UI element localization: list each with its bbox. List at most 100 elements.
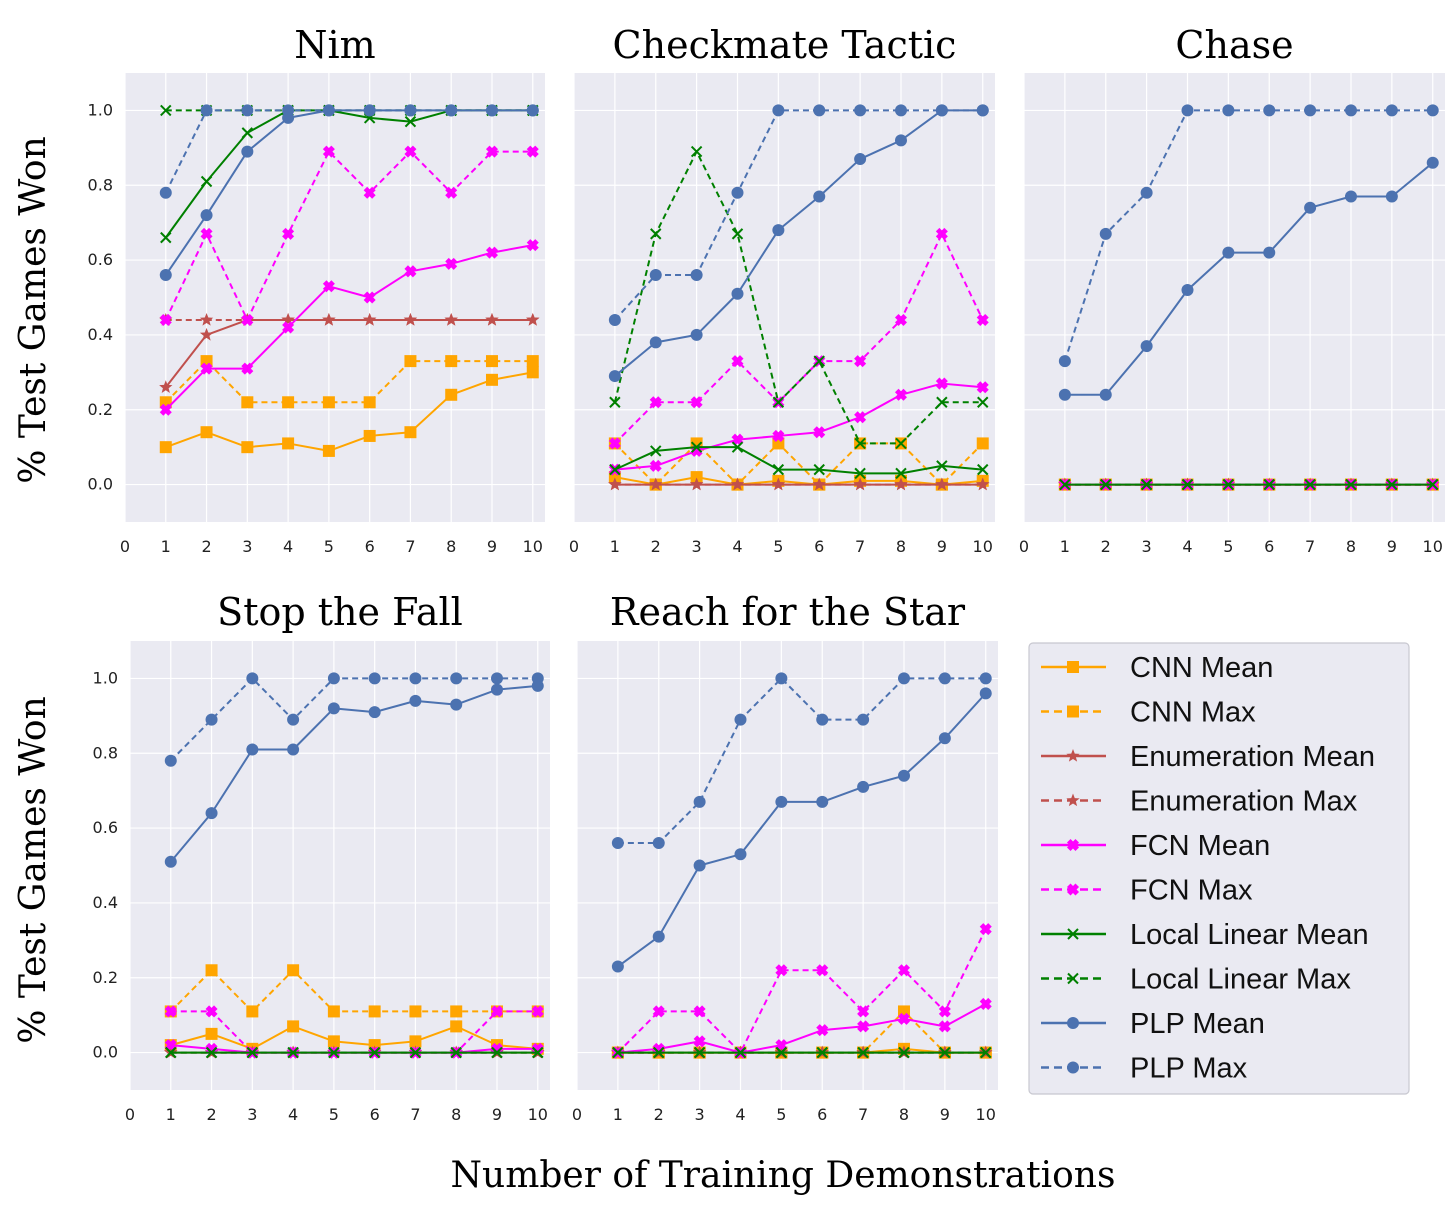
series-line bbox=[617, 1003, 987, 1054]
data-point bbox=[160, 231, 172, 244]
xlabel: Number of Training Demonstrations bbox=[451, 1155, 1116, 1196]
legend-label: Enumeration Max bbox=[1130, 786, 1358, 818]
data-point bbox=[854, 153, 867, 166]
panel-title: Reach for the Star bbox=[610, 590, 966, 634]
panel-title: Stop the Fall bbox=[217, 590, 463, 634]
x-tick-label: 0 bbox=[1019, 537, 1029, 556]
panel-nim: 0 1 2 3 4 5 6 7 8 9 10 0.0 0.2 0.4 0.6 0.8 1.0 Nim bbox=[88, 23, 545, 556]
legend-marker bbox=[1067, 972, 1079, 985]
legend-marker bbox=[1067, 1061, 1079, 1074]
series-fcn-max bbox=[159, 145, 539, 326]
data-point bbox=[159, 380, 173, 393]
x-tick-label: 9 bbox=[940, 1105, 950, 1124]
legend-label: Local Linear Max bbox=[1130, 964, 1351, 996]
legend-label: PLP Max bbox=[1130, 1053, 1248, 1085]
x-tick-label: 4 bbox=[283, 537, 293, 556]
x-tick-label: 9 bbox=[937, 537, 947, 556]
series-fcn-mean bbox=[159, 239, 539, 416]
data-point bbox=[976, 437, 989, 450]
data-point bbox=[485, 355, 498, 368]
legend-label: FCN Mean bbox=[1130, 830, 1270, 862]
data-point bbox=[526, 145, 539, 158]
legend-marker bbox=[1067, 661, 1079, 673]
data-point bbox=[772, 224, 785, 237]
data-point bbox=[1181, 478, 1194, 491]
series-line bbox=[617, 692, 987, 968]
legend-entry-cnn-max: CNN Max bbox=[1041, 697, 1256, 729]
data-point bbox=[977, 463, 989, 476]
x-tick-label: 3 bbox=[692, 537, 702, 556]
data-point bbox=[813, 190, 826, 203]
data-point bbox=[938, 1005, 951, 1018]
data-point bbox=[652, 837, 665, 850]
x-tick-label: 3 bbox=[242, 537, 252, 556]
data-point bbox=[1426, 156, 1439, 169]
data-point bbox=[1386, 478, 1398, 491]
x-tick-label: 5 bbox=[773, 537, 783, 556]
data-point bbox=[731, 355, 744, 368]
data-point bbox=[935, 377, 948, 390]
data-point bbox=[734, 713, 747, 726]
data-point bbox=[450, 1020, 463, 1033]
data-point bbox=[857, 780, 870, 793]
data-point bbox=[979, 923, 992, 936]
legend: CNN Mean CNN Max Enumeration Mean Enumerati… bbox=[1028, 642, 1410, 1095]
x-tick-label: 2 bbox=[1101, 537, 1111, 556]
data-point bbox=[895, 437, 907, 450]
data-point bbox=[526, 366, 539, 379]
x-tick-label: 10 bbox=[523, 537, 543, 556]
legend-entry-fcn-mean: FCN Mean bbox=[1041, 830, 1270, 862]
data-point bbox=[939, 1046, 951, 1059]
x-tick-label: 9 bbox=[1387, 537, 1397, 556]
data-point bbox=[282, 321, 295, 334]
data-point bbox=[485, 373, 498, 386]
data-point bbox=[979, 997, 992, 1010]
data-point bbox=[282, 227, 295, 240]
data-point bbox=[1181, 284, 1194, 297]
legend-label: Local Linear Mean bbox=[1130, 919, 1369, 951]
panel-title: Checkmate Tactic bbox=[613, 23, 957, 67]
data-point bbox=[241, 313, 254, 326]
data-point bbox=[205, 1027, 218, 1040]
data-point bbox=[287, 1046, 299, 1059]
data-point bbox=[1140, 186, 1153, 199]
x-tick-label: 6 bbox=[814, 537, 824, 556]
x-tick-label: 0 bbox=[125, 1105, 135, 1124]
data-point bbox=[485, 104, 498, 117]
series-plp-mean bbox=[164, 679, 544, 868]
x-tick-label: 10 bbox=[528, 1105, 548, 1124]
panel-reach-for-the-star: 0 1 2 3 4 5 6 7 8 9 10 Reach for the Star bbox=[572, 590, 998, 1124]
data-point bbox=[894, 388, 908, 401]
data-point bbox=[404, 426, 417, 439]
data-point bbox=[1344, 104, 1357, 117]
x-tick-label: 3 bbox=[695, 1105, 705, 1124]
data-point bbox=[693, 1005, 706, 1018]
legend-entry-local-linear-mean: Local Linear Mean bbox=[1041, 919, 1369, 951]
data-point bbox=[693, 795, 706, 808]
y-tick-label: 0.0 bbox=[93, 1043, 118, 1062]
data-point bbox=[775, 795, 788, 808]
data-point bbox=[200, 362, 213, 375]
x-tick-label: 1 bbox=[613, 1105, 623, 1124]
series-line bbox=[614, 109, 983, 321]
data-point bbox=[368, 1005, 381, 1018]
data-point bbox=[771, 477, 786, 491]
data-point bbox=[935, 477, 949, 491]
data-point bbox=[1222, 478, 1235, 491]
data-point bbox=[246, 672, 259, 685]
data-point bbox=[404, 265, 417, 278]
data-point bbox=[485, 145, 499, 158]
x-tick-label: 2 bbox=[654, 1105, 664, 1124]
series-plp-max bbox=[608, 104, 989, 326]
data-point bbox=[775, 964, 788, 977]
data-point bbox=[246, 1005, 259, 1018]
data-point bbox=[894, 134, 907, 147]
data-point bbox=[368, 706, 381, 719]
data-point bbox=[894, 104, 907, 117]
x-tick-label: 4 bbox=[288, 1105, 298, 1124]
series-line bbox=[614, 382, 983, 471]
legend-marker bbox=[1067, 705, 1079, 718]
data-point bbox=[445, 186, 458, 199]
y-tick-label: 0.6 bbox=[88, 250, 113, 269]
data-point bbox=[1304, 104, 1317, 117]
